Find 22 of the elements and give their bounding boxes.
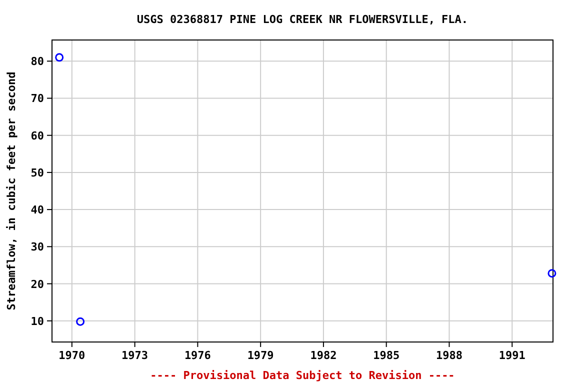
y-tick-label: 30 [30,240,44,254]
y-tick-label: 20 [30,278,44,291]
y-tick-label: 70 [30,92,44,106]
y-tick-label: 80 [30,55,44,68]
x-tick-label: 1985 [373,349,400,362]
x-tick-label: 1982 [310,349,337,362]
y-tick-label: 40 [30,204,44,217]
y-tick-label: 60 [30,129,44,142]
y-tick-label: 10 [30,314,44,328]
y-axis-title: Streamflow, in cubic feet per second [5,72,18,310]
point [548,269,556,278]
text: ---- Provisional Data Subject to Revision ---- [150,369,455,382]
x-tick-label: 1973 [122,349,148,362]
point [55,53,64,62]
x-tick-label: 1970 [58,349,86,362]
y-tick-label: 50 [30,166,44,180]
x-tick-label: 1988 [436,349,462,362]
x-tick-label: 1976 [184,349,212,362]
x-tick-label: 1991 [498,349,526,362]
chart-title: USGS 02368817 PINE LOG CREEK NR FLOWERSVILLE, FLA. [136,13,468,26]
x-tick-label: 1979 [247,349,274,362]
point [76,317,85,326]
